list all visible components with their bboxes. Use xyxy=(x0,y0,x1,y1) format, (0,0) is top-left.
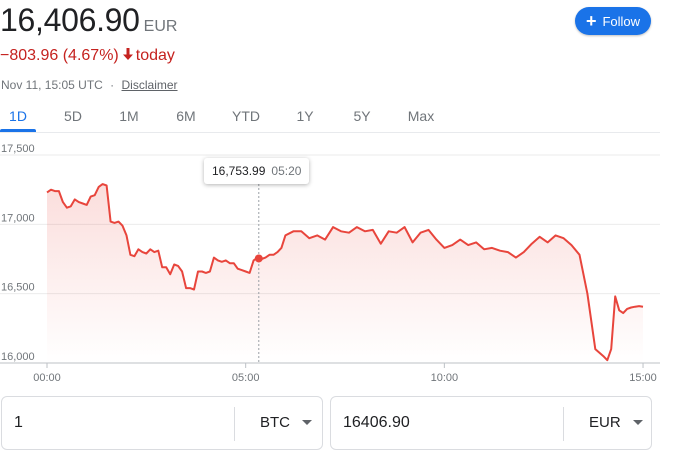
caret-down-icon xyxy=(632,420,643,425)
chart-tooltip: 16,753.99 05:20 xyxy=(204,158,310,184)
to-divider xyxy=(563,407,564,441)
tab-5d[interactable]: 5D xyxy=(64,108,82,124)
disclaimer-link[interactable]: Disclaimer xyxy=(121,78,178,92)
plus-icon: + xyxy=(585,11,597,31)
y-axis: 17,500 17,000 16,500 16,000 xyxy=(1,143,35,363)
to-converter: 16406.90 EUR xyxy=(330,396,652,450)
to-currency-select[interactable]: EUR xyxy=(589,414,643,431)
x-axis: 00:00 05:00 10:00 15:00 xyxy=(33,363,657,384)
price-header: 16,406.90 EUR xyxy=(0,2,177,39)
from-converter: 1 BTC xyxy=(1,396,323,450)
hover-point xyxy=(254,254,263,263)
price-line xyxy=(46,183,644,362)
y-tick-label: 17,000 xyxy=(1,212,35,224)
tooltip-time: 05:20 xyxy=(271,164,302,178)
to-currency-label: EUR xyxy=(589,414,621,431)
separator: · xyxy=(110,78,115,92)
from-amount-input[interactable]: 1 xyxy=(14,414,23,431)
time-range-tabs: 1D 5D 1M 6M YTD 1Y 5Y Max xyxy=(0,103,660,133)
x-tick-label: 05:00 xyxy=(232,372,260,384)
tab-ytd[interactable]: YTD xyxy=(232,108,260,124)
y-tick-label: 16,500 xyxy=(1,282,35,294)
tab-1d[interactable]: 1D xyxy=(9,108,27,124)
tab-6m[interactable]: 6M xyxy=(176,108,196,124)
to-amount-input[interactable]: 16406.90 xyxy=(343,414,410,431)
tab-5y[interactable]: 5Y xyxy=(353,108,371,124)
arrow-down-icon xyxy=(122,47,133,65)
price-change: −803.96 (4.67%) today xyxy=(0,47,175,65)
active-tab-indicator xyxy=(0,129,36,132)
follow-label: Follow xyxy=(602,13,641,29)
tabs-divider xyxy=(0,132,660,133)
change-period: today xyxy=(135,47,175,64)
y-tick-label: 17,500 xyxy=(1,143,35,155)
x-tick-label: 15:00 xyxy=(629,372,657,384)
caret-down-icon xyxy=(302,420,312,425)
tab-1m[interactable]: 1M xyxy=(119,108,139,124)
tab-max[interactable]: Max xyxy=(407,108,435,124)
tab-1y[interactable]: 1Y xyxy=(296,108,314,124)
timestamp-row: Nov 11, 15:05 UTC · Disclaimer xyxy=(1,78,178,92)
from-divider xyxy=(234,407,235,441)
price-chart[interactable]: 17,500 17,000 16,500 16,000 00:00 05:00 10:00… xyxy=(0,140,676,390)
current-price: 16,406.90 xyxy=(0,2,140,38)
change-amount: −803.96 (4.67%) xyxy=(0,47,119,64)
timestamp: Nov 11, 15:05 UTC xyxy=(1,78,103,92)
from-currency-label: BTC xyxy=(260,414,290,431)
price-currency: EUR xyxy=(143,18,178,35)
x-tick-label: 10:00 xyxy=(431,372,459,384)
x-tick-label: 00:00 xyxy=(33,372,61,384)
follow-button[interactable]: + Follow xyxy=(575,7,651,35)
price-area xyxy=(47,184,643,363)
from-currency-select[interactable]: BTC xyxy=(260,414,312,431)
tooltip-value: 16,753.99 xyxy=(212,164,266,178)
y-tick-label: 16,000 xyxy=(1,351,35,363)
